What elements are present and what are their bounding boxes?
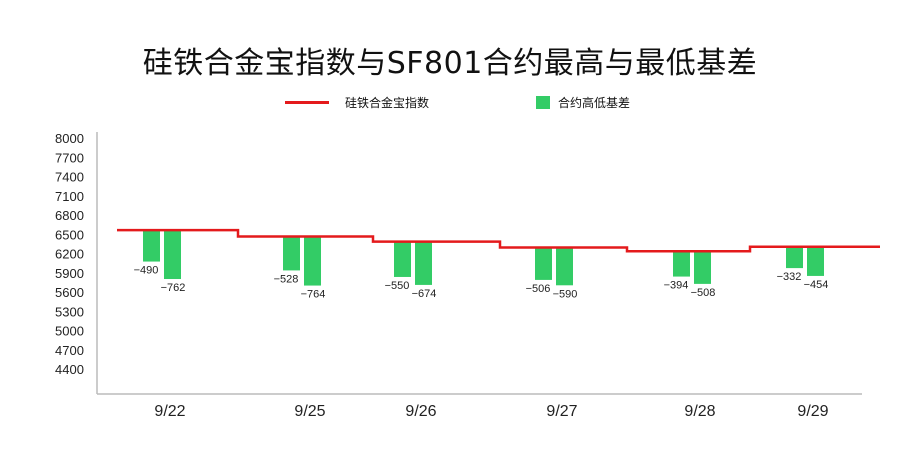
basis-bar	[556, 247, 573, 286]
bar-data-label: −490	[134, 265, 159, 277]
y-tick-label: 7100	[55, 189, 84, 204]
x-tick-label: 9/25	[294, 403, 325, 420]
y-tick-label: 5900	[55, 266, 84, 281]
bar-data-label: −508	[691, 287, 716, 299]
y-tick-label: 4700	[55, 343, 84, 358]
bar-data-label: −506	[526, 283, 551, 295]
x-tick-label: 9/27	[546, 403, 577, 420]
bar-data-label: −528	[274, 273, 299, 285]
basis-bar	[807, 246, 824, 276]
basis-bar	[394, 241, 411, 277]
chart-title: 硅铁合金宝指数与SF801合约最高与最低基差	[142, 46, 758, 81]
y-tick-label: 5600	[55, 285, 84, 300]
bar-data-label: −332	[777, 271, 802, 283]
basis-bar	[694, 251, 711, 284]
legend-label-basis: 合约高低基差	[558, 96, 631, 110]
y-tick-label: 5300	[55, 304, 84, 319]
y-tick-label: 8000	[55, 131, 84, 146]
bar-data-label: −764	[301, 289, 326, 301]
bar-data-label: −394	[664, 280, 689, 292]
basis-bar	[415, 241, 432, 285]
bar-data-label: −590	[553, 288, 578, 300]
basis-bar	[283, 236, 300, 271]
bar-data-label: −550	[385, 280, 410, 292]
y-tick-label: 6800	[55, 208, 84, 223]
legend-label-index: 硅铁合金宝指数	[345, 96, 430, 110]
y-tick-label: 4400	[55, 362, 84, 377]
x-tick-label: 9/26	[405, 403, 436, 420]
bar-data-label: −762	[161, 282, 186, 294]
basis-bar	[143, 230, 160, 262]
basis-bar	[786, 246, 803, 269]
legend: 硅铁合金宝指数 合约高低基差	[0, 94, 900, 112]
index-step-line	[117, 228, 880, 253]
bar-data-label: −674	[412, 288, 437, 300]
y-tick-label: 6500	[55, 227, 84, 242]
basis-bar	[673, 251, 690, 277]
y-tick-label: 7400	[55, 170, 84, 185]
y-tick-label: 6200	[55, 247, 84, 262]
basis-bar	[304, 236, 321, 286]
basis-bar	[535, 247, 552, 280]
legend-bar-swatch	[536, 96, 550, 109]
bar-data-label: −454	[804, 279, 829, 291]
basis-bar	[164, 230, 181, 280]
legend-line-marker	[285, 101, 329, 104]
x-tick-label: 9/28	[684, 403, 715, 420]
x-tick-label: 9/29	[797, 403, 828, 420]
y-tick-label: 5000	[55, 324, 84, 339]
x-tick-label: 9/22	[154, 403, 185, 420]
y-tick-label: 7700	[55, 150, 84, 165]
